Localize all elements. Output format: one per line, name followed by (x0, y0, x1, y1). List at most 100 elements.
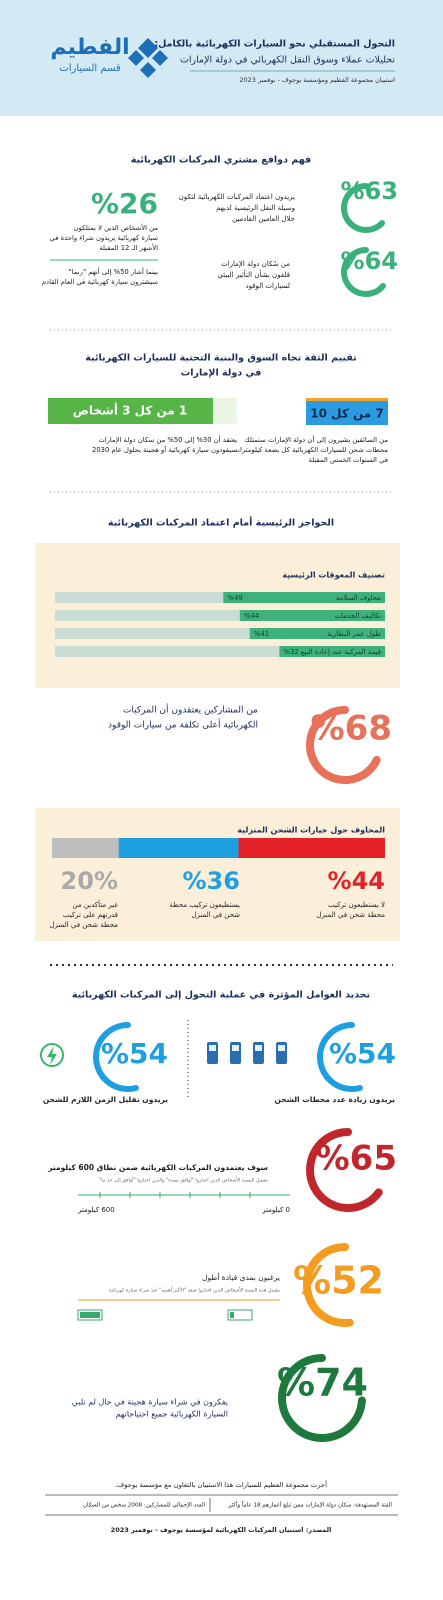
stack-segment (52, 838, 119, 858)
footer-text: أجرت مجموعة الفطيم للسيارات هذا الاستبيا… (115, 1480, 327, 1489)
section-title: تقييم الثقة تجاه السوق والبنية التحتية ل… (85, 353, 356, 364)
confidence-text: سيقودون سيارة كهربائية أو هجينة بحلول عا… (92, 445, 237, 454)
motive-text: قلقون بشأن التأثير البيئي (217, 269, 290, 279)
longer-text: يرغبون بمدى قيادة أطول (202, 1272, 280, 1282)
segment-percent: 20% (61, 867, 118, 895)
bar-name: قيمة المركبة عند إعادة البيع (301, 648, 381, 656)
bar (249, 628, 385, 639)
bar-value: %44 (244, 612, 260, 620)
bar-track (55, 646, 385, 657)
header-bg (0, 0, 443, 116)
big-percent: %26 (91, 187, 158, 220)
footer-rules (45, 1494, 398, 1516)
hybrid-text: السيارة الكهربائية جميع احتياجاتهم (116, 1410, 228, 1419)
gauge-arc (306, 1128, 383, 1212)
section-title: تحديد العوامل المؤثرة في عملية التحول إل… (72, 990, 370, 1001)
segment-percent: %36 (183, 867, 240, 895)
dividers (50, 329, 393, 1100)
badge (48, 398, 213, 424)
bar-name: تكاليف الخدمات (335, 612, 381, 620)
section-title: الحواجز الرئيسية أمام اعتماد المركبات ال… (108, 516, 334, 529)
bar (239, 610, 385, 621)
section-title: فهم دوافع مشتري المركبات الكهربائية (131, 155, 311, 166)
bar (279, 646, 385, 657)
lightning-icon (40, 1043, 64, 1067)
subtitle: تحليلات عملاء وسوق النقل الكهربائي في دو… (180, 55, 395, 66)
segment-text: محطة شحن في المنزل (49, 921, 118, 929)
motive-text: بينما أشار 50% إلى أنهم "ربما" (69, 267, 158, 276)
confidence-text: من السائقين يشيرون إلى أن دولة الإمارات … (244, 435, 388, 444)
scale-label: 600 كيلومتر (77, 1206, 115, 1214)
note: تشمل هذه النسبة الأشخاص الذين اختاروا صف… (109, 1287, 281, 1294)
section-title: في دولة الإمارات (181, 368, 262, 379)
gauge-arc (278, 1354, 366, 1442)
bar-value: %32 (283, 648, 299, 656)
footer-text: الفئة المستهدفة: سكان دولة الإمارات ممن … (227, 1500, 392, 1508)
gauge-arc (92, 1022, 139, 1092)
gauge-number: %63 (341, 177, 398, 205)
motive-text: سيارة كهربائية يريدون شراء واحدة في (50, 234, 159, 242)
motive-text: يريدون اعتماد المركبات الكهربائية لتكون (179, 193, 295, 201)
factor-text: يريدون تقليل الزمن اللازم للشحن (43, 1095, 168, 1104)
logo-sub: قسم السيارات (59, 63, 121, 74)
segment-text: محطة شحن في المنزل (316, 911, 385, 919)
motive-text: الأشهر الـ 12 المقبلة (99, 243, 158, 252)
motive-text: من سُكان دولة الإمارات (221, 260, 290, 268)
gauge-number: %64 (341, 247, 398, 275)
bar-value: %49 (227, 594, 243, 602)
survey: استبيان مجموعة الفطيم ومؤسسة يوجوف - نوف… (239, 76, 395, 84)
stack-segment (118, 838, 239, 858)
gauge-arc (316, 1022, 363, 1092)
range-scale (78, 1192, 290, 1198)
badge (306, 401, 388, 425)
bar-track (55, 628, 385, 639)
cost-text: الكهربائية أعلى تكلفة من سيارات الوقود (108, 719, 258, 731)
battery-icons (77, 1299, 280, 1321)
segment-text: غير متأكدين من (73, 899, 119, 909)
segment-text: لا يستطيعون تركيب (328, 901, 385, 909)
motive-text: من الأشخاص الذين لا يمتلكون (74, 223, 159, 232)
bar-name: مخاوف السلامة (336, 594, 382, 602)
confidence-text: يعتقد أن 30% إلى 50% من سكان دولة الإمار… (98, 435, 237, 444)
segment-text: شحن في المنزل (191, 911, 240, 919)
bar-name: طول عمر البطارية (327, 630, 381, 638)
badge-text: 1 من كل 3 أشخاص (73, 403, 188, 418)
segment-percent: %44 (328, 867, 385, 895)
gauge-number: %74 (277, 1361, 368, 1405)
box-title: تصنيف المعوقات الرئيسية (282, 571, 385, 580)
gauge-arc (306, 706, 381, 784)
badge-side (213, 398, 237, 424)
bar-value: %41 (254, 630, 270, 638)
cost-text: من المشاركين يعتقدون أن المركبات (123, 704, 258, 716)
segment-text: قدرتهم على تركيب (63, 911, 118, 919)
title: التحول المستقبلي نحو السيارات الكهربائية… (154, 39, 395, 50)
bar-track (55, 610, 385, 621)
logo-icon (128, 38, 168, 78)
segment-text: يستطيعون تركيب محطة (169, 901, 240, 909)
charger-icons (207, 1042, 287, 1064)
logo-name: الفطيم (50, 35, 129, 60)
gauge-number: %68 (311, 709, 392, 749)
motive-text: خلال العامين القادمين (232, 215, 295, 223)
footer-text: العدد الإجمالي للمشاركين: 2008 شخص من ال… (83, 1502, 205, 1509)
gauge-number: %52 (293, 1259, 384, 1303)
stack-segment (238, 838, 385, 858)
factor-text: يريدون زيادة عدد محطات الشحن (274, 1095, 395, 1104)
footer-text: المصدر: استبيان المركبات الكهربائية لمؤس… (111, 1526, 332, 1534)
bar-track (55, 592, 385, 603)
gauge-number: %65 (316, 1139, 397, 1179)
gauge-number: %54 (101, 1037, 168, 1070)
scale-label: 0 كيلومتر (261, 1206, 290, 1214)
gauge-arc (303, 1243, 354, 1327)
badge-stripe (306, 398, 388, 401)
gauge-arc (341, 247, 386, 297)
hybrid-text: يفكرون في شراء سيارة هجينة في حال لم تلب… (72, 1398, 228, 1407)
badge-text: 7 من كل 10 (310, 407, 384, 421)
charging-box (35, 808, 400, 941)
confidence-text: في السنوات الخمس المقبلة (309, 456, 388, 464)
box-title: المخاوف حول خيارات الشحن المنزلية (237, 826, 385, 835)
note: تشمل النسبة الأشخاص الذين اختاروا "أوافق… (99, 1177, 269, 1184)
bar (223, 592, 385, 603)
